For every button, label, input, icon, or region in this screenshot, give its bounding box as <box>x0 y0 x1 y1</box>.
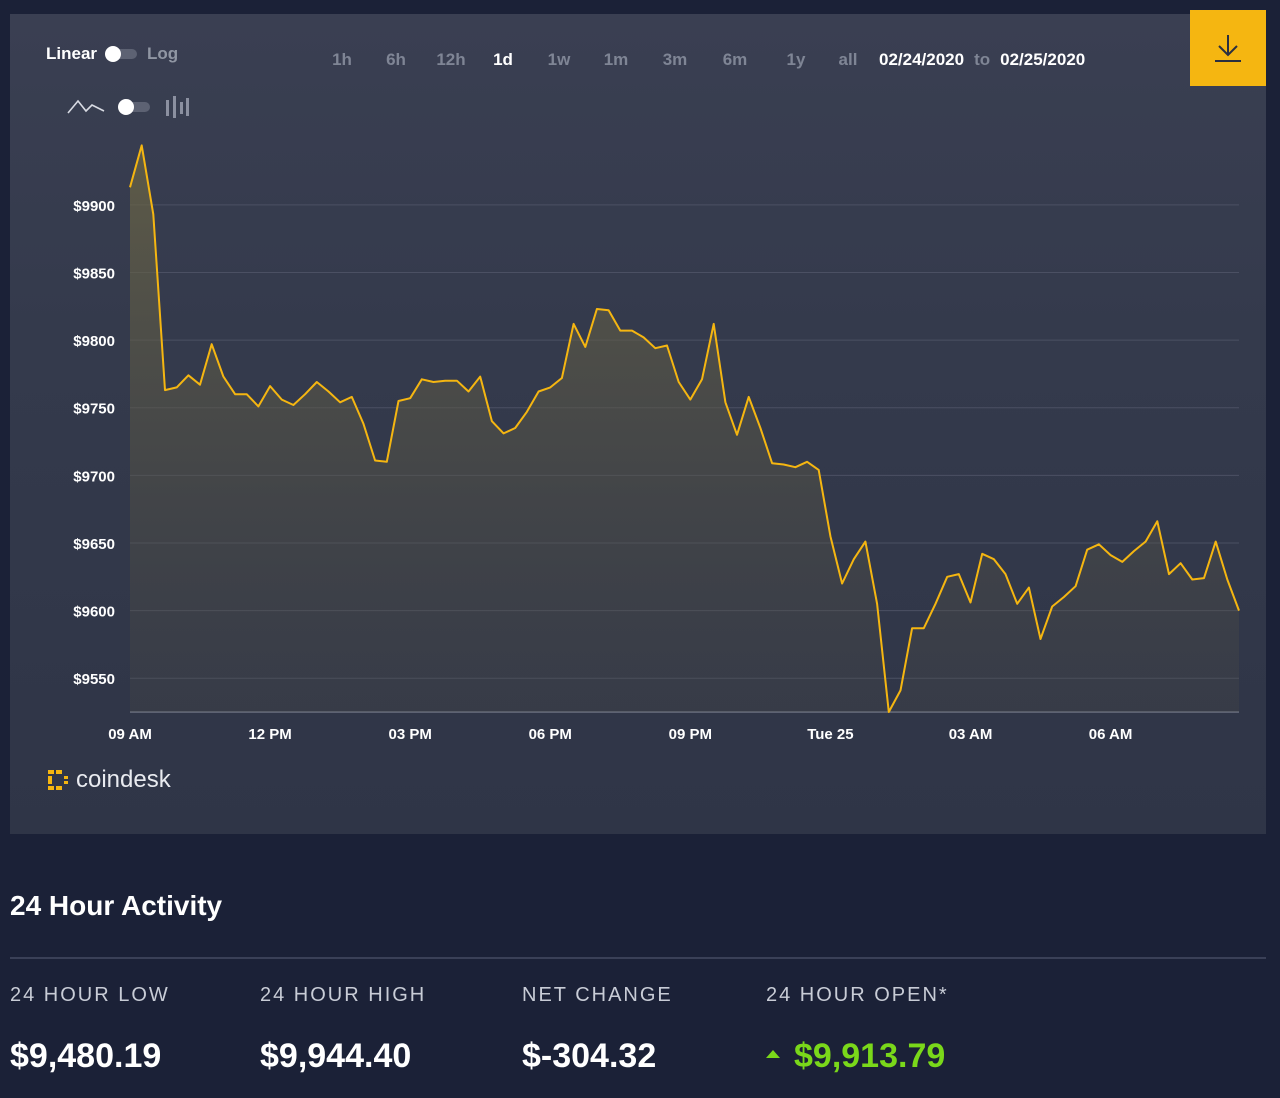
range-1w[interactable]: 1w <box>547 50 571 69</box>
range-1h[interactable]: 1h <box>332 50 352 69</box>
download-icon <box>1215 35 1241 62</box>
x-tick-label: 03 AM <box>949 726 993 743</box>
date-separator: to <box>974 50 991 69</box>
stat-label: 24 HOUR LOW <box>10 984 170 1006</box>
x-tick-label: 06 PM <box>529 726 572 743</box>
stat-label: 24 HOUR HIGH <box>260 984 427 1006</box>
x-tick-label: 03 PM <box>388 726 431 743</box>
stat-value: $9,944.40 <box>260 1037 412 1075</box>
y-tick-label: $9800 <box>73 333 115 350</box>
chart-type-toggle-knob <box>118 99 134 115</box>
activity-divider <box>10 957 1266 959</box>
price-line <box>129 144 1240 713</box>
y-tick-label: $9850 <box>73 265 115 282</box>
y-tick-label: $9700 <box>73 468 115 485</box>
chart-type-toggle[interactable] <box>118 99 150 115</box>
scale-toggle-row: Linear Log <box>46 44 178 64</box>
activity-title: 24 Hour Activity <box>10 890 223 921</box>
stat-24h-high: 24 HOUR HIGH $9,944.40 <box>260 984 426 1076</box>
stat-value: $9,480.19 <box>10 1037 162 1075</box>
date-from[interactable]: 02/24/2020 <box>879 50 965 69</box>
stat-value-text: $9,913.79 <box>794 1037 946 1075</box>
stat-value-positive: $9,913.79 <box>766 1037 949 1076</box>
stat-24h-open: 24 HOUR OPEN* $9,913.79 <box>766 984 949 1076</box>
range-3m[interactable]: 3m <box>662 50 688 69</box>
up-arrow-icon <box>766 1050 780 1059</box>
candlestick-icon[interactable] <box>164 94 190 120</box>
scale-linear-label[interactable]: Linear <box>46 44 98 63</box>
scale-toggle[interactable] <box>105 46 138 62</box>
price-area <box>130 145 1239 712</box>
chart-type-row <box>66 94 190 120</box>
scale-toggle-knob <box>105 46 122 62</box>
range-12h[interactable]: 12h <box>436 50 466 69</box>
chart-card: Linear Log 1h 6h 12h 1d 1w 1m 3m 6m 1y a… <box>10 10 1266 834</box>
brand-logo: coindesk <box>46 766 171 794</box>
x-tick-label: 09 AM <box>108 726 152 743</box>
y-tick-label: $9750 <box>73 401 115 418</box>
coindesk-logo-icon <box>48 770 68 790</box>
x-tick-label: 06 AM <box>1089 726 1133 743</box>
stat-24h-low: 24 HOUR LOW $9,480.19 <box>10 984 170 1076</box>
stat-net-change: NET CHANGE $-304.32 <box>522 984 673 1076</box>
stat-label: 24 HOUR OPEN* <box>766 984 949 1006</box>
range-6m[interactable]: 6m <box>722 50 748 69</box>
x-tick-label: 09 PM <box>669 726 712 743</box>
y-tick-label: $9600 <box>73 604 115 621</box>
brand-name: coindesk <box>76 766 171 793</box>
stat-value: $-304.32 <box>522 1037 657 1075</box>
y-tick-label: $9550 <box>73 671 115 688</box>
x-tick-label: 12 PM <box>248 726 291 743</box>
time-range-selector: 1h 6h 12h 1d 1w 1m 3m 6m 1y all 02/24/20… <box>328 50 1085 70</box>
range-1d[interactable]: 1d <box>493 50 513 69</box>
scale-log-label[interactable]: Log <box>147 44 179 63</box>
download-button[interactable] <box>1190 10 1266 86</box>
line-chart-icon[interactable] <box>66 95 106 119</box>
y-tick-label: $9650 <box>73 536 115 553</box>
date-to[interactable]: 02/25/2020 <box>1000 50 1086 69</box>
stat-label: NET CHANGE <box>522 984 673 1006</box>
price-chart: $9900 $9850 $9800 $9750 $9700 $9650 $9600 $9550… <box>73 144 1240 743</box>
range-1m[interactable]: 1m <box>603 50 629 69</box>
range-6h[interactable]: 6h <box>386 50 406 69</box>
x-tick-label: Tue 25 <box>807 726 853 743</box>
y-tick-label: $9900 <box>73 198 115 215</box>
range-all[interactable]: all <box>838 50 858 69</box>
range-1y[interactable]: 1y <box>786 50 806 69</box>
